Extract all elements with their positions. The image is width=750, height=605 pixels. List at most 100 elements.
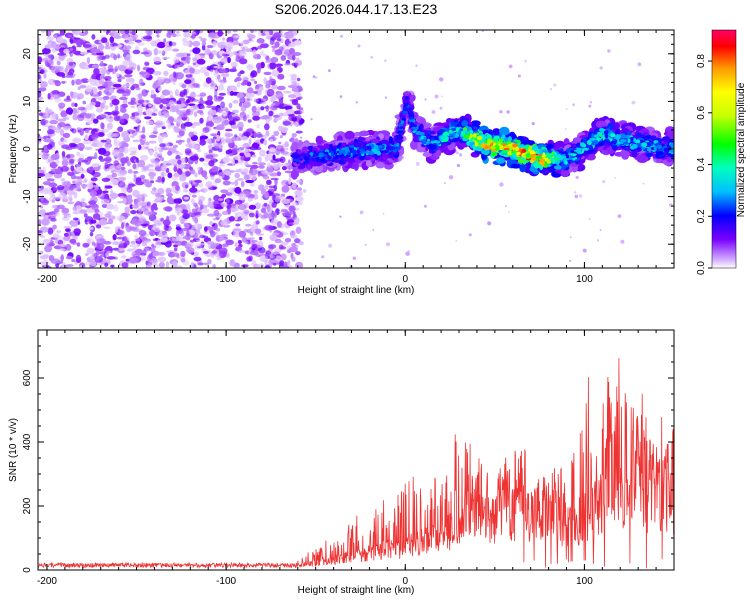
spectrogram-noise-blob	[38, 185, 44, 192]
spectrogram-noise-blob	[272, 154, 276, 161]
spectrogram-noise-blob	[193, 256, 202, 262]
spectrogram-noise-blob	[67, 201, 75, 205]
spectrogram-noise-blob	[73, 176, 82, 180]
spectrogram-noise-blob	[259, 255, 269, 263]
spectrogram-speckle	[553, 83, 557, 87]
spectrogram-speckle	[642, 182, 645, 185]
spectrogram-noise-blob	[230, 125, 239, 129]
spectrogram-noise-blob	[273, 118, 278, 123]
spectrogram-noise-blob	[114, 65, 122, 69]
spectrogram-noise-blob	[38, 219, 42, 224]
spectrogram-noise-blob	[215, 134, 221, 142]
spectrogram-noise-blob	[153, 97, 163, 105]
spectrogram-speckle	[455, 151, 459, 155]
spectrogram-noise-blob	[38, 141, 41, 145]
spectrogram-noise-blob	[281, 179, 290, 187]
spectrogram-noise-blob	[190, 261, 194, 268]
spectrogram-noise-blob	[107, 68, 114, 73]
spectrogram-noise-blob	[169, 214, 177, 222]
spectrogram-noise-blob	[140, 134, 146, 139]
spectrogram-noise-blob	[202, 262, 210, 265]
spectrogram-noise-blob	[127, 194, 133, 200]
spectrogram-noise-blob	[101, 37, 108, 44]
spectrogram-noise-blob	[130, 105, 136, 109]
spectrogram-speckle	[564, 128, 567, 131]
spectrogram-noise-blob	[281, 163, 290, 167]
spectrogram-speckle	[631, 100, 636, 105]
spectrogram-noise-blob	[78, 154, 85, 159]
spectrogram-noise-blob	[67, 34, 73, 38]
spectrogram-noise-blob	[292, 30, 299, 36]
spectrogram-noise-blob	[189, 169, 196, 175]
spectrogram-noise-blob	[245, 48, 253, 53]
spectrogram-noise-blob	[104, 105, 109, 110]
spectrogram-noise-blob	[295, 226, 302, 234]
spectrogram-noise-blob	[156, 230, 166, 238]
spectrogram-noise-blob	[74, 232, 81, 237]
spectrogram-noise-blob	[208, 114, 213, 122]
spectrogram-noise-blob	[116, 236, 125, 240]
spectrogram-noise-blob	[138, 230, 147, 237]
spectrogram-noise-blob	[176, 31, 180, 34]
spectrogram-noise-blob	[49, 211, 57, 218]
spectrogram-noise-blob	[229, 259, 236, 267]
spectrogram-noise-blob	[257, 156, 262, 163]
spectrogram-speckle	[517, 74, 521, 78]
spectrogram-noise-blob	[270, 218, 279, 226]
spectrogram-noise-blob	[291, 99, 299, 106]
spectrogram-noise-blob	[220, 203, 228, 207]
spectrogram-noise-blob	[65, 255, 73, 260]
spectrogram-noise-blob	[291, 87, 299, 93]
spectrogram-noise-blob	[98, 90, 102, 97]
spectrogram-speckle	[504, 205, 507, 208]
spectrogram-noise-blob	[153, 219, 157, 225]
spectrogram-noise-blob	[65, 75, 73, 78]
spectrogram-noise-blob	[145, 260, 149, 266]
spectrogram-noise-blob	[112, 241, 121, 246]
spectrogram-noise-blob	[230, 181, 235, 185]
spectrogram-speckle	[300, 109, 305, 114]
spectrogram-noise-blob	[59, 128, 65, 136]
spectrogram-noise-blob	[192, 41, 201, 47]
spectrogram-noise-blob	[257, 162, 267, 166]
spectrogram-noise-blob	[279, 112, 284, 117]
spectrogram-noise-blob	[221, 53, 227, 57]
spectrogram-noise-blob	[120, 117, 125, 124]
spectrogram-noise-blob	[163, 70, 169, 77]
spectrogram-speckle	[524, 59, 527, 63]
spectrogram-noise-blob	[87, 120, 95, 125]
spectrogram-speckle	[359, 210, 364, 215]
spectrogram-noise-blob	[240, 105, 247, 112]
spectrogram-noise-blob	[157, 188, 165, 195]
spectrogram-noise-blob	[63, 98, 72, 102]
spectrogram-noise-blob	[211, 50, 218, 56]
spectrogram-noise-blob	[75, 38, 84, 46]
spectrogram-noise-blob	[43, 139, 52, 143]
spectrogram-noise-blob	[221, 58, 228, 63]
spectrogram-noise-blob	[208, 144, 213, 150]
spectrogram-noise-blob	[165, 103, 171, 107]
spectrogram-speckle	[487, 221, 492, 226]
spectrogram-speckle	[443, 182, 446, 185]
spectrogram-noise-blob	[118, 229, 125, 236]
spectrogram-noise-blob	[113, 178, 122, 183]
spectrogram-noise-blob	[290, 234, 298, 239]
spectrogram-noise-blob	[272, 193, 276, 199]
spectrogram-speckle	[614, 176, 617, 179]
spectrogram-speckle	[340, 34, 344, 38]
spectrogram-noise-blob	[259, 236, 263, 241]
spectrogram-noise-blob	[171, 260, 178, 268]
spectrogram-noise-blob	[75, 166, 83, 173]
spectrogram-noise-blob	[84, 64, 89, 69]
spectrogram-noise-blob	[207, 95, 213, 102]
spectrogram-noise-blob	[188, 67, 195, 74]
spectrogram-noise-blob	[173, 166, 178, 172]
spectrogram-noise-blob	[243, 96, 253, 103]
spectrogram-noise-blob	[206, 45, 214, 49]
spectrogram-noise-blob	[211, 165, 219, 173]
spectrogram-speckle	[386, 242, 390, 247]
spectrogram-noise-blob	[279, 260, 285, 267]
spectrogram-noise-blob	[174, 242, 182, 246]
